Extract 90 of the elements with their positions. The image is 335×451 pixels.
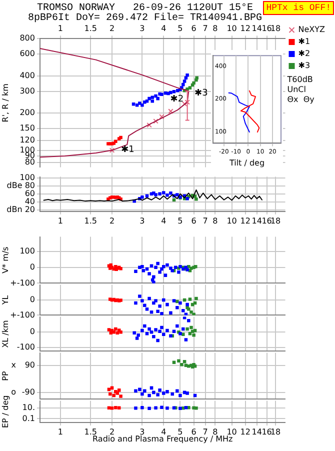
text: x [11,360,16,370]
x-tick-label: 12 [240,216,250,226]
y-tick-label: 800 [20,34,35,43]
legend-label: NeXYZ [298,25,326,34]
x-tick-label: 6 [191,427,196,436]
x-tick-label: 18 [270,24,281,33]
chart-subtitle: 8pBP6It DoY= 269.472 File= TR140941.BPG [26,13,264,24]
y-tick-label: 100 [20,173,35,182]
annotation: ✱1 [121,145,134,156]
x-tick-label: 1 [58,216,63,226]
y-tick-label: 10. [22,402,35,412]
text: UnCl [287,85,306,94]
x-tick-label: 16 [262,216,272,226]
x-tick-label: 12 [240,24,250,33]
y-tick-label: 100 [20,145,35,154]
x-tick-label: 7 [202,216,208,226]
y-axis-title: R', R / km [0,83,10,122]
x-tick-label: 14 [252,24,262,33]
y-axis-title: PP [0,371,10,381]
y-tick-label: 0 [30,327,35,336]
x-tick-label: 4 [161,216,166,226]
x-tick-label: 5 [178,24,183,33]
text: HPTx is OFF! [263,1,334,15]
text: T60dB [286,75,313,84]
y-tick-label: 90 [24,360,35,370]
x-tick-label: 10 [226,24,237,33]
x-tick-label: 4 [161,427,166,436]
x-tick-label: 3 [140,24,145,33]
x-tick-label: 14 [252,216,262,226]
legend-label: ✱3 [298,61,310,70]
y-tick-label: 300 [20,86,35,96]
x-tick-label: 4 [161,24,166,33]
x-tick-label: 12 [240,427,250,436]
x-tick-label: 16 [262,24,272,33]
y-tick-label: +-100 [10,278,35,288]
x-tick-label: 2 [109,216,115,226]
y-tick-label: 60 [24,188,35,198]
x-tick-label: 1 [58,24,63,33]
x-tick-label: 2 [109,427,115,436]
text: Θx Θy [287,95,315,104]
x-tick-label: 14 [252,427,262,436]
chart-title: TROMSO NORWAY 26-09-26 1120UT 15°E [36,3,254,14]
x-axis-title: Tilt / deg [228,158,265,168]
legend-label: ✱1 [298,37,310,46]
y-tick-label: 0 [30,295,35,304]
y-tick-label: 200 [20,108,35,118]
y-tick-label: 0 [30,262,35,272]
x-tick-label: 8 [212,24,218,33]
annotation: ✱2 [170,94,184,105]
y-tick-label: 120 [20,136,35,145]
y-tick-label: 400 [20,70,35,80]
x-tick-label: 1.5 [84,427,97,436]
y-tick-label: 150 [20,124,35,133]
y-tick-label: 600 [20,49,35,58]
x-tick-label: 8 [212,427,218,436]
text: o [11,388,16,397]
x-tick-label: 18 [270,216,281,226]
x-tick-label: 1 [58,427,63,436]
y-tick-label: dBn 20 [6,204,35,214]
x-tick-label: 6 [191,24,196,33]
x-tick-label: 7 [202,24,208,33]
legend-label: ✱2 [298,49,310,58]
y-tick-label: 80 [24,157,35,166]
x-tick-label: 6 [191,216,196,226]
x-tick-label: 5 [178,427,183,436]
x-tick-label: 1.5 [84,24,97,33]
y-tick-label: +-100 [10,310,35,320]
x-tick-label: 16 [262,427,272,436]
x-tick-label: 5 [178,216,183,226]
y-tick-label: -100 [16,342,35,352]
x-tick-label: 18 [270,427,281,436]
y-axis-title: V* m/s [0,246,10,274]
x-axis-title: Radio and Plasma Frequency / MHz [92,434,233,444]
annotation: ✱3 [194,88,208,99]
x-tick-label: 2 [109,24,115,33]
x-tick-label: 3 [140,216,145,226]
y-axis-title: YL [0,294,10,306]
x-tick-label: 8 [212,216,218,226]
x-tick-label: 10 [226,427,237,436]
y-tick-label: -90 [22,388,35,397]
y-axis-title: EP / deg [0,395,10,428]
y-tick-label: 40 [24,196,35,206]
y-tick-label: 0.1 [22,414,35,423]
x-tick-label: 7 [202,427,208,436]
x-tick-label: 3 [140,427,145,436]
y-axis-title: XL /km [0,320,10,348]
y-tick-label: dBe 80 [6,181,35,190]
x-tick-label: 10 [226,216,237,226]
x-tick-label: 1.5 [84,216,97,226]
y-tick-label: 100 [20,246,35,256]
